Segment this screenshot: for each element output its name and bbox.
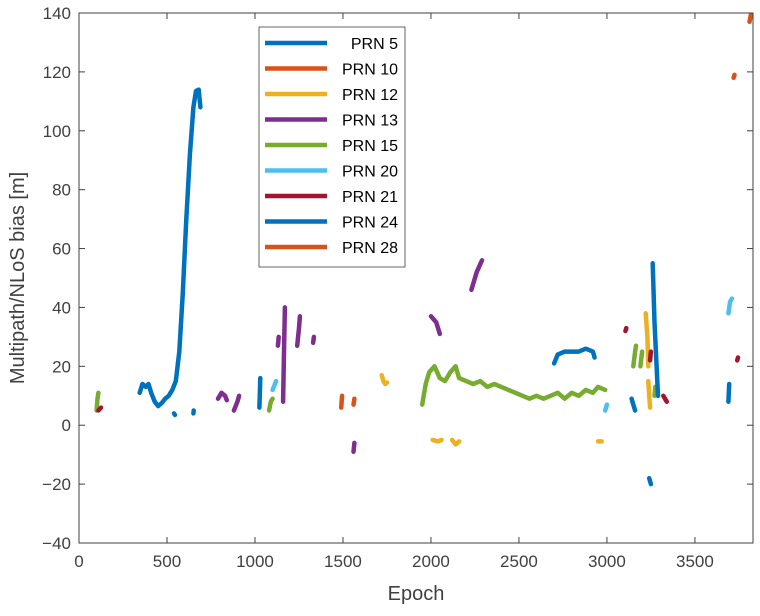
series-segment <box>469 258 485 293</box>
series-segment <box>647 349 654 363</box>
legend-label: PRN 24 <box>342 215 398 232</box>
series-segment <box>231 393 242 413</box>
series-segment <box>171 411 178 418</box>
y-axis: −40 −20 0 20 40 60 80 100 120 140 <box>42 4 753 553</box>
series-segment <box>137 87 203 409</box>
series-segment <box>747 13 753 25</box>
series-prn-10 <box>338 393 357 410</box>
series-segment <box>275 334 281 348</box>
series-segment <box>419 364 608 407</box>
x-tick-label: 3500 <box>676 552 714 571</box>
series-segment <box>266 396 275 413</box>
legend: PRN 5 PRN 10 PRN 12 PRN 13 PRN 15 PRN 20 PRN 2… <box>258 26 406 268</box>
series-segment <box>351 440 357 454</box>
x-tick-label: 1500 <box>324 552 362 571</box>
y-tick-label: −40 <box>42 534 71 553</box>
series-segment <box>650 261 661 399</box>
series-segment <box>726 381 732 404</box>
y-tick-label: 0 <box>62 416 71 435</box>
series-segment <box>646 378 653 410</box>
y-tick-label: 80 <box>52 181 71 200</box>
series-segment <box>351 396 357 407</box>
series-segment <box>257 375 263 410</box>
series-segment <box>629 396 638 413</box>
series-segment <box>551 346 597 366</box>
series-segment <box>294 314 303 348</box>
legend-label: PRN 12 <box>342 87 398 104</box>
series-segment <box>734 355 741 363</box>
series-segment <box>726 296 735 316</box>
plot-area <box>94 13 753 487</box>
series-segment <box>646 475 654 487</box>
series-segment <box>631 343 639 369</box>
y-tick-label: 120 <box>43 63 71 82</box>
series-prn-15 <box>94 343 658 413</box>
series-segment <box>94 390 101 413</box>
series-segment <box>449 437 462 447</box>
series-segment <box>602 402 610 413</box>
series-segment <box>338 393 345 410</box>
x-axis: 0 500 1000 1500 2000 2500 3000 3500 <box>74 13 714 571</box>
y-tick-label: 100 <box>43 122 71 141</box>
x-tick-label: 500 <box>153 552 181 571</box>
series-prn-21 <box>96 325 741 413</box>
series-segment <box>430 437 444 444</box>
series-segment <box>623 325 629 334</box>
y-axis-label: Multipath/NLoS bias [m] <box>7 172 29 384</box>
legend-label: PRN 10 <box>342 62 398 79</box>
y-tick-label: 140 <box>43 4 71 23</box>
y-tick-label: 20 <box>52 357 71 376</box>
series-segment <box>731 72 737 81</box>
x-tick-label: 1000 <box>236 552 274 571</box>
x-tick-label: 2000 <box>412 552 450 571</box>
series-segment <box>661 393 670 404</box>
axes-box <box>78 12 754 544</box>
series-prn-20 <box>270 296 735 413</box>
legend-label: PRN 15 <box>342 138 398 155</box>
series-segment <box>643 311 651 369</box>
series-segment <box>638 349 645 369</box>
data-series <box>94 13 753 487</box>
series-prn-12 <box>379 311 653 447</box>
x-axis-label: Epoch <box>388 583 445 605</box>
x-tick-label: 2500 <box>500 552 538 571</box>
series-segment <box>270 378 279 393</box>
series-segment <box>96 405 104 413</box>
series-prn-28 <box>731 13 753 81</box>
legend-label: PRN 21 <box>342 189 398 206</box>
series-prn-5 <box>137 87 203 418</box>
y-tick-label: 60 <box>52 240 71 259</box>
series-segment <box>310 334 317 346</box>
series-segment <box>379 372 390 387</box>
series-segment <box>428 314 443 337</box>
series-segment <box>652 384 658 399</box>
series-segment <box>280 305 288 404</box>
y-tick-label: 40 <box>52 298 71 317</box>
legend-label: PRN 5 <box>351 36 398 53</box>
series-prn-13 <box>215 258 485 454</box>
series-segment <box>215 390 230 403</box>
legend-label: PRN 13 <box>342 113 398 130</box>
y-tick-label: −20 <box>42 475 71 494</box>
legend-label: PRN 20 <box>342 164 398 181</box>
series-prn-24 <box>257 261 732 487</box>
x-tick-label: 0 <box>74 552 83 571</box>
x-tick-label: 3000 <box>588 552 626 571</box>
legend-label: PRN 28 <box>342 240 398 257</box>
